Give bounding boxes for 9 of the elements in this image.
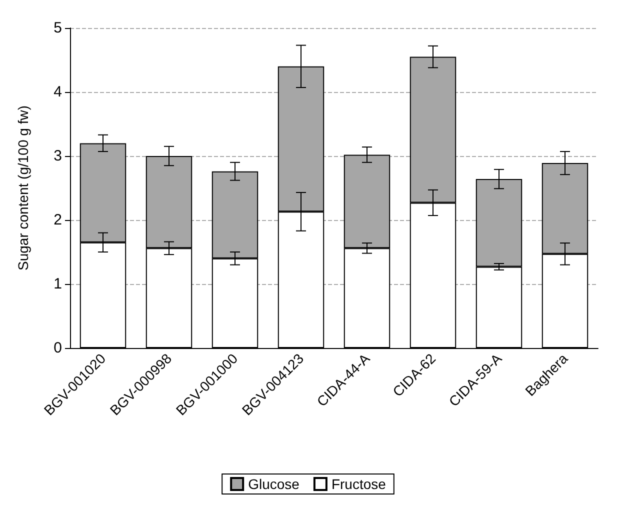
y-tick-label: 1 [54, 276, 62, 292]
legend-label: Glucose [248, 476, 300, 492]
y-tick-label: 2 [54, 212, 62, 228]
y-tick-label: 0 [54, 340, 62, 356]
y-axis-title: Sugar content (g/100 g fw) [15, 106, 31, 270]
y-tick-label: 3 [54, 148, 62, 164]
legend-label: Fructose [331, 476, 386, 492]
y-tick-label: 5 [54, 20, 62, 36]
y-tick-label: 4 [54, 84, 62, 100]
